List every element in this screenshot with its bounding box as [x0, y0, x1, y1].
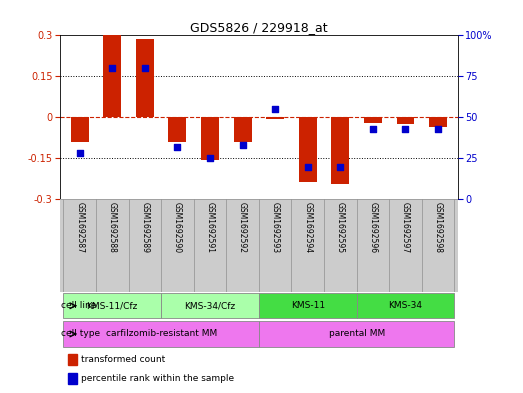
Text: parental MM: parental MM	[328, 329, 385, 338]
Text: GSM1692592: GSM1692592	[238, 202, 247, 253]
Text: cell line: cell line	[61, 301, 96, 310]
Point	[271, 106, 279, 112]
Text: cell type: cell type	[61, 329, 100, 338]
Bar	[259, 293, 357, 318]
Text: transformed count: transformed count	[81, 355, 165, 364]
Text: GSM1692597: GSM1692597	[401, 202, 410, 253]
Text: GSM1692596: GSM1692596	[368, 202, 378, 253]
Bar	[161, 293, 259, 318]
Bar	[71, 118, 89, 142]
Text: GSM1692588: GSM1692588	[108, 202, 117, 253]
Text: GSM1692594: GSM1692594	[303, 202, 312, 253]
Bar	[357, 293, 454, 318]
Text: percentile rank within the sample: percentile rank within the sample	[81, 374, 234, 383]
Text: GSM1692591: GSM1692591	[206, 202, 214, 253]
Bar	[266, 118, 284, 119]
Bar	[104, 35, 121, 118]
Bar	[68, 354, 77, 365]
Text: GSM1692587: GSM1692587	[75, 202, 84, 253]
Text: KMS-11/Cfz: KMS-11/Cfz	[87, 301, 138, 310]
Bar	[364, 118, 382, 123]
Point	[336, 163, 345, 170]
Point	[401, 126, 410, 132]
Bar	[429, 118, 447, 127]
Text: GSM1692593: GSM1692593	[271, 202, 280, 253]
Point	[434, 126, 442, 132]
Bar	[63, 321, 259, 347]
Bar	[68, 373, 77, 384]
Point	[173, 144, 181, 150]
Bar	[168, 118, 186, 142]
Bar	[396, 118, 414, 124]
Point	[75, 151, 84, 157]
Bar	[299, 118, 317, 182]
Text: GSM1692590: GSM1692590	[173, 202, 182, 253]
Text: GSM1692589: GSM1692589	[140, 202, 150, 253]
Text: GSM1692595: GSM1692595	[336, 202, 345, 253]
Point	[206, 155, 214, 162]
Point	[238, 142, 247, 149]
Bar	[332, 118, 349, 184]
Text: GSM1692598: GSM1692598	[434, 202, 442, 253]
Title: GDS5826 / 229918_at: GDS5826 / 229918_at	[190, 21, 328, 34]
Point	[369, 126, 377, 132]
Point	[108, 65, 117, 71]
Bar	[234, 118, 252, 142]
Bar	[259, 321, 454, 347]
Text: KMS-11: KMS-11	[291, 301, 325, 310]
Point	[141, 65, 149, 71]
Text: carfilzomib-resistant MM: carfilzomib-resistant MM	[106, 329, 217, 338]
Point	[303, 163, 312, 170]
Bar	[136, 39, 154, 118]
Bar	[63, 293, 161, 318]
Bar	[201, 118, 219, 160]
Text: KMS-34/Cfz: KMS-34/Cfz	[185, 301, 236, 310]
Text: KMS-34: KMS-34	[389, 301, 423, 310]
